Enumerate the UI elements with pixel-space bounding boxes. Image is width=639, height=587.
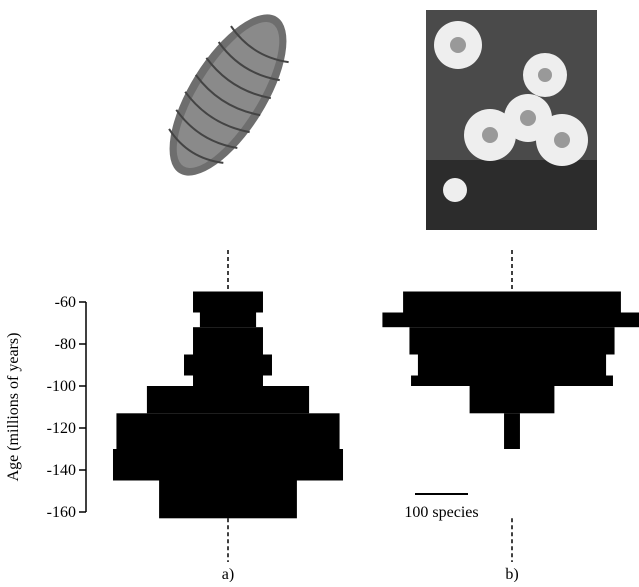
spindle-segment [193,327,263,355]
y-tick-label: -140 [47,462,76,479]
y-tick-label: -80 [55,336,76,353]
spindle-segment [417,354,607,376]
spindle-segment [469,386,555,414]
panel-label: a) [222,566,234,582]
spindle-segment [146,386,310,414]
spindle-segment [411,375,613,386]
spindle-segment [193,375,263,386]
y-tick-label: -160 [47,504,76,521]
spindle-segment [504,413,520,449]
pine-cone-image [168,14,289,176]
spindle-segment [382,312,639,328]
spindle-segment [403,291,621,313]
y-tick-label: -60 [55,294,76,311]
spindle-segment [193,291,263,313]
y-axis-label: Age (millions of years) [5,333,22,482]
spindle-segment [409,327,615,355]
flower-photo [426,10,597,230]
spindle-segment [116,413,340,449]
y-tick-label: -100 [47,378,76,395]
y-tick-label: -120 [47,420,76,437]
panel-label: b) [505,566,518,582]
spindle-segment [159,480,297,519]
spindle-segment [199,312,257,328]
spindle-segment [184,354,272,376]
spindle-segment [112,449,344,481]
scale-bar-label: 100 species [404,504,478,521]
